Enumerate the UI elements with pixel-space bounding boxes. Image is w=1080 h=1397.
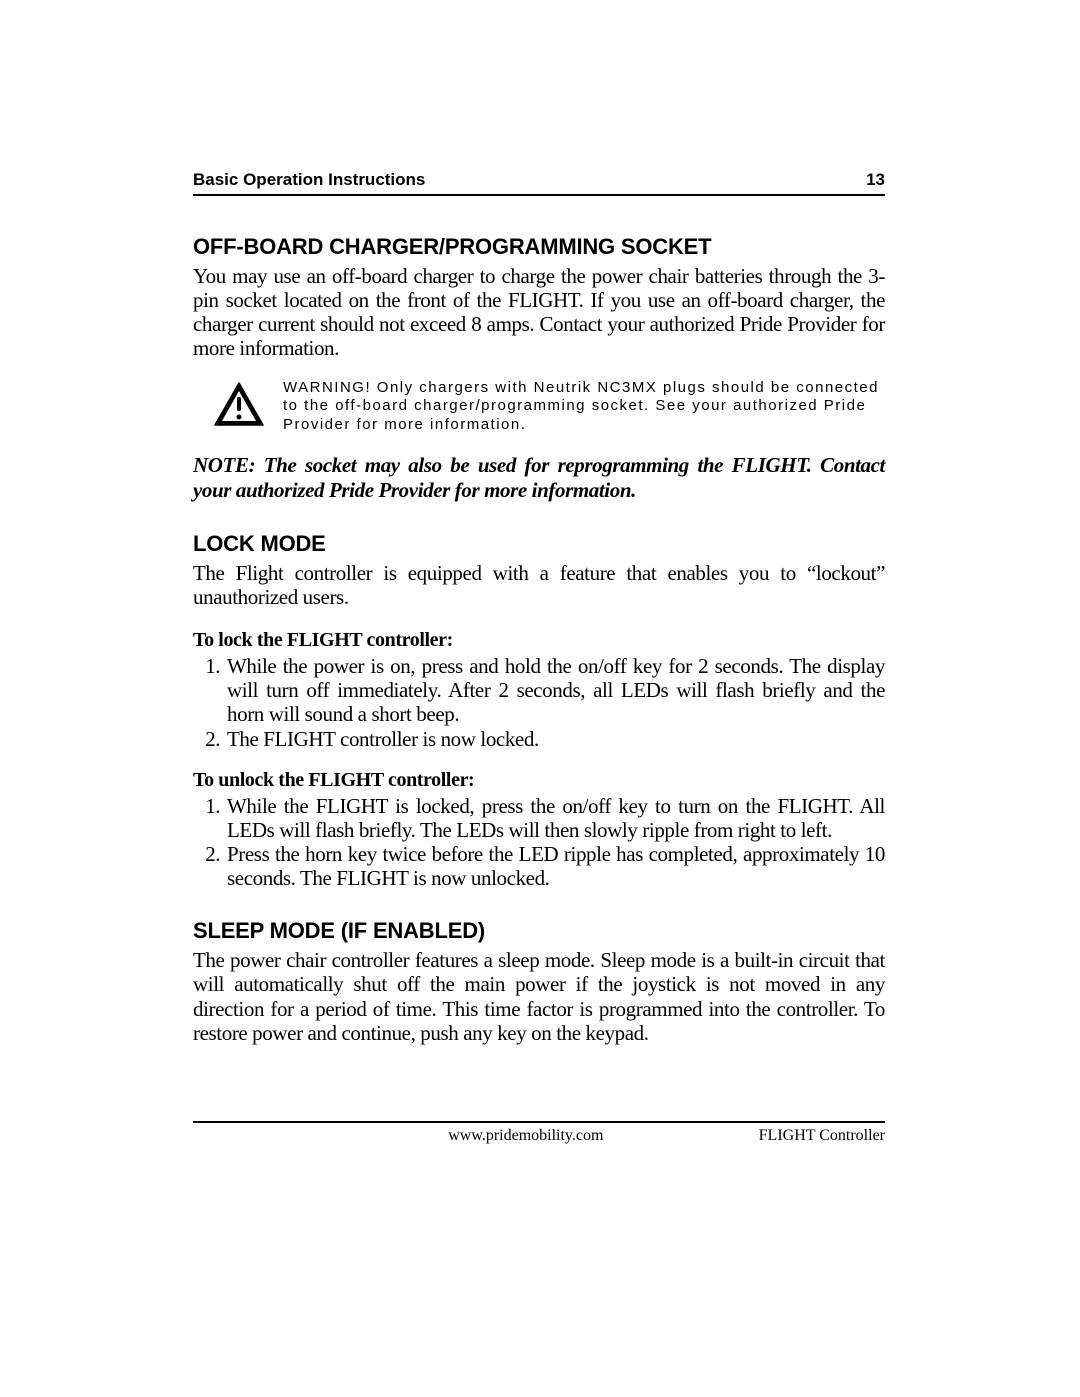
list-item: While the FLIGHT is locked, press the on… [225, 794, 885, 842]
list-item: The FLIGHT controller is now locked. [225, 727, 885, 751]
subheading-unlock: To unlock the FLIGHT controller: [193, 769, 885, 792]
paragraph-sleep: The power chair controller features a sl… [193, 948, 885, 1045]
footer-url: www.pridemobility.com [293, 1127, 759, 1145]
section-heading-lock: LOCK MODE [193, 531, 885, 557]
section-heading-sleep: SLEEP MODE (IF ENABLED) [193, 918, 885, 944]
page-footer: www.pridemobility.com FLIGHT Controller [193, 1121, 885, 1145]
page: Basic Operation Instructions 13 OFF-BOAR… [0, 0, 1080, 1145]
warning-block: WARNING! Only chargers with Neutrik NC3M… [213, 379, 885, 435]
lock-steps-list: While the power is on, press and hold th… [193, 654, 885, 751]
header-left: Basic Operation Instructions [193, 170, 425, 190]
note-text: NOTE: The socket may also be used for re… [193, 453, 885, 503]
warning-icon [213, 381, 265, 432]
list-item: While the power is on, press and hold th… [225, 654, 885, 726]
warning-text: WARNING! Only chargers with Neutrik NC3M… [283, 379, 885, 435]
section-heading-charger: OFF-BOARD CHARGER/PROGRAMMING SOCKET [193, 234, 885, 260]
list-item: Press the horn key twice before the LED … [225, 842, 885, 890]
paragraph-charger: You may use an off-board charger to char… [193, 264, 885, 361]
header-page-number: 13 [866, 170, 885, 190]
subheading-lock: To lock the FLIGHT controller: [193, 629, 885, 652]
page-header: Basic Operation Instructions 13 [193, 170, 885, 196]
unlock-steps-list: While the FLIGHT is locked, press the on… [193, 794, 885, 891]
footer-product: FLIGHT Controller [759, 1127, 885, 1145]
paragraph-lock: The Flight controller is equipped with a… [193, 561, 885, 609]
